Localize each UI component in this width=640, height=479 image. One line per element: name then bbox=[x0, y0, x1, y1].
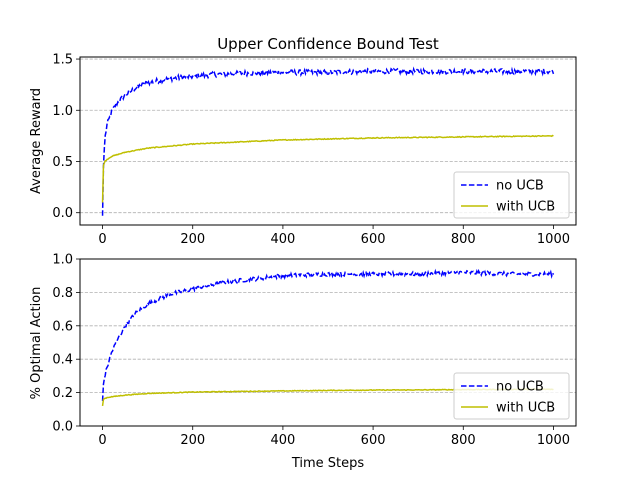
y-tick-label: 0.5 bbox=[52, 155, 73, 170]
y-tick-label: 0.4 bbox=[52, 353, 73, 368]
y-tick-label: 1.5 bbox=[52, 53, 73, 68]
legend-label: with UCB bbox=[496, 401, 555, 416]
x-tick-label: 1000 bbox=[537, 433, 570, 448]
chart-title: Upper Confidence Bound Test bbox=[217, 35, 439, 53]
legend-label: no UCB bbox=[496, 380, 544, 395]
x-tick-label: 400 bbox=[270, 232, 295, 247]
y-tick-label: 0.0 bbox=[52, 206, 73, 221]
x-axis-label: Time Steps bbox=[291, 456, 365, 471]
x-tick-label: 600 bbox=[361, 433, 386, 448]
series-line-no-ucb bbox=[101, 66, 555, 216]
legend: no UCB with UCB bbox=[453, 171, 570, 219]
x-tick-label: 200 bbox=[180, 232, 205, 247]
x-tick-label: 1000 bbox=[537, 232, 570, 247]
axes-average-reward: Upper Confidence Bound Test Average Rewa… bbox=[29, 35, 577, 247]
x-tick-label: 400 bbox=[270, 433, 295, 448]
y-tick-label: 0.6 bbox=[52, 319, 73, 334]
y-tick-label: 0.2 bbox=[52, 386, 73, 401]
x-tick-label: 0 bbox=[98, 232, 106, 247]
plot-frame bbox=[79, 258, 577, 427]
legend-label: no UCB bbox=[496, 179, 544, 194]
legend-label: with UCB bbox=[496, 200, 555, 215]
x-tick-label: 200 bbox=[180, 433, 205, 448]
series-line-with-ucb bbox=[101, 134, 554, 203]
axes-optimal-action: % Optimal Action Time Steps 0.0 0.2 0.4 0.6… bbox=[29, 253, 577, 471]
plot-frame bbox=[79, 56, 577, 226]
x-tick-label: 600 bbox=[361, 232, 386, 247]
x-tick-label: 800 bbox=[451, 232, 476, 247]
legend: no UCB with UCB bbox=[453, 372, 570, 420]
y-tick-label: 1.0 bbox=[52, 104, 73, 119]
y-tick-label: 0.0 bbox=[52, 420, 73, 435]
x-tick-label: 0 bbox=[98, 433, 106, 448]
y-tick-label: 1.0 bbox=[52, 253, 73, 268]
x-tick-label: 800 bbox=[451, 433, 476, 448]
y-axis-label: % Optimal Action bbox=[29, 287, 44, 400]
series-line-no-ucb bbox=[101, 268, 555, 401]
y-tick-label: 0.8 bbox=[52, 286, 73, 301]
y-axis-label: Average Reward bbox=[29, 88, 44, 194]
